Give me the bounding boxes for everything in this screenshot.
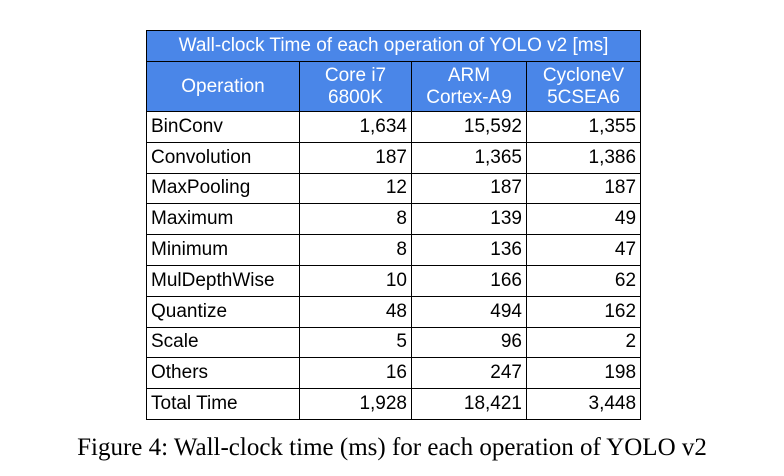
operation-cell: Others xyxy=(146,357,300,390)
column-header-line: Operation xyxy=(181,75,265,97)
operation-cell: Scale xyxy=(146,326,300,359)
operation-cell: Convolution xyxy=(146,141,300,174)
arm-cell: 96 xyxy=(411,326,527,359)
table-row: Others 16 247 198 xyxy=(146,357,642,390)
arm-cell: 139 xyxy=(411,203,527,236)
cyclonev-cell: 62 xyxy=(525,264,642,297)
column-header-core-i7: Core i7 6800K xyxy=(299,61,412,112)
core-i7-cell: 1,928 xyxy=(299,388,412,420)
wall-clock-time-table: Wall-clock Time of each operation of YOL… xyxy=(145,30,642,420)
core-i7-cell: 48 xyxy=(299,295,412,328)
core-i7-cell: 12 xyxy=(299,172,412,205)
cyclonev-cell: 187 xyxy=(525,172,642,205)
operation-cell: Maximum xyxy=(146,203,300,236)
core-i7-cell: 187 xyxy=(299,141,412,174)
table-row: Scale 5 96 2 xyxy=(146,326,642,359)
core-i7-cell: 10 xyxy=(299,264,412,297)
column-header-line: Core i7 xyxy=(324,64,387,86)
core-i7-cell: 8 xyxy=(299,203,412,236)
table-row: BinConv 1,634 15,592 1,355 xyxy=(146,111,642,143)
arm-cell: 18,421 xyxy=(411,388,527,420)
table-row: Minimum 8 136 47 xyxy=(146,234,642,266)
table-row: Convolution 187 1,365 1,386 xyxy=(146,141,642,174)
core-i7-cell: 5 xyxy=(299,326,412,359)
cyclonev-cell: 47 xyxy=(525,234,642,266)
arm-cell: 187 xyxy=(411,172,527,205)
column-header-arm: ARM Cortex-A9 xyxy=(411,61,527,112)
operation-cell: Minimum xyxy=(146,234,300,266)
column-header-line: 6800K xyxy=(328,86,383,108)
figure-caption: Figure 4: Wall-clock time (ms) for each … xyxy=(77,434,707,461)
table-row: Maximum 8 139 49 xyxy=(146,203,642,236)
core-i7-cell: 8 xyxy=(299,234,412,266)
table-title: Wall-clock Time of each operation of YOL… xyxy=(145,30,642,62)
arm-cell: 247 xyxy=(411,357,527,390)
cyclonev-cell: 1,386 xyxy=(525,141,642,174)
table-title-row: Wall-clock Time of each operation of YOL… xyxy=(145,30,642,62)
arm-cell: 15,592 xyxy=(411,111,527,143)
table-row-total: Total Time 1,928 18,421 3,448 xyxy=(146,388,642,420)
cyclonev-cell: 162 xyxy=(525,295,642,328)
table-row: Quantize 48 494 162 xyxy=(146,295,642,328)
operation-cell: Total Time xyxy=(146,388,300,420)
table-header-row: Operation Core i7 6800K ARM Cortex-A9 Cy… xyxy=(146,61,642,112)
arm-cell: 136 xyxy=(411,234,527,266)
column-header-operation: Operation xyxy=(146,61,300,112)
operation-cell: MaxPooling xyxy=(146,172,300,205)
arm-cell: 166 xyxy=(411,264,527,297)
arm-cell: 494 xyxy=(411,295,527,328)
table-row: MulDepthWise 10 166 62 xyxy=(146,264,642,297)
cyclonev-cell: 198 xyxy=(525,357,642,390)
cyclonev-cell: 49 xyxy=(525,203,642,236)
operation-cell: MulDepthWise xyxy=(146,264,300,297)
operation-cell: Quantize xyxy=(146,295,300,328)
arm-cell: 1,365 xyxy=(411,141,527,174)
cyclonev-cell: 3,448 xyxy=(525,388,642,420)
cyclonev-cell: 1,355 xyxy=(525,111,642,143)
operation-cell: BinConv xyxy=(146,111,300,143)
core-i7-cell: 16 xyxy=(299,357,412,390)
cyclonev-cell: 2 xyxy=(525,326,642,359)
results-table-container: Wall-clock Time of each operation of YOL… xyxy=(145,30,642,420)
column-header-line: Cortex-A9 xyxy=(426,86,512,108)
column-header-cyclonev: CycloneV 5CSEA6 xyxy=(525,61,642,112)
column-header-line: ARM xyxy=(447,64,491,86)
column-header-line: CycloneV xyxy=(542,64,625,86)
core-i7-cell: 1,634 xyxy=(299,111,412,143)
column-header-line: 5CSEA6 xyxy=(547,86,620,108)
table-row: MaxPooling 12 187 187 xyxy=(146,172,642,205)
